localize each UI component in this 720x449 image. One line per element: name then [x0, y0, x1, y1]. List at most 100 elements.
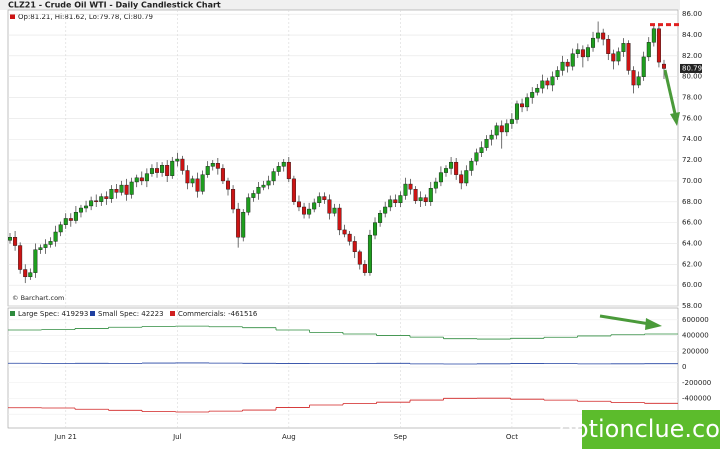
candle-body: [347, 233, 352, 242]
candle-body: [322, 196, 327, 200]
candle-body: [266, 180, 271, 186]
candle-body: [570, 53, 575, 67]
cot-y-tick-label: 0: [682, 363, 686, 371]
marks: 58.00 60.00 62.00 64.00 66.00 68.00 70.00 72.00…: [7, 10, 711, 441]
cot-panel: [7, 307, 679, 429]
info-swatch: [10, 14, 15, 19]
candle-body: [367, 234, 372, 273]
candle-body: [540, 80, 545, 89]
cot-y-tick-label: 600000: [682, 316, 709, 324]
candle-body: [499, 125, 504, 133]
candle-body: [662, 63, 667, 69]
candle-body: [393, 199, 398, 204]
candle-body: [246, 197, 251, 213]
candle-body: [403, 183, 408, 196]
x-tick-label: Aug: [282, 433, 296, 441]
candle-body: [514, 103, 519, 120]
candle-body: [464, 170, 469, 184]
candle-body: [383, 206, 388, 214]
candle-body: [18, 245, 23, 270]
candle-body: [474, 152, 479, 162]
candle-body: [550, 76, 555, 86]
cot-y-tick-label: -400000: [682, 394, 711, 402]
candle-body: [129, 181, 134, 195]
cot-y-tick-label: 400000: [682, 332, 709, 340]
candle-body: [352, 241, 357, 253]
candle-body: [646, 42, 651, 58]
candle-body: [286, 161, 291, 180]
candle-body: [580, 49, 585, 58]
candle-body: [494, 125, 499, 136]
candle-body: [408, 183, 413, 190]
candle-body: [251, 193, 256, 198]
candle-body: [489, 134, 494, 140]
candle-body: [398, 195, 403, 204]
candle-body: [190, 178, 195, 184]
candle-body: [48, 241, 53, 245]
candle-body: [388, 199, 393, 208]
candle-body: [454, 161, 459, 175]
candle-body: [626, 43, 631, 71]
candle-body: [611, 53, 616, 62]
candle-body: [312, 202, 317, 210]
candle-body: [215, 163, 220, 169]
candle-body: [160, 165, 165, 173]
candle-body: [200, 174, 205, 192]
y-tick-label: 80.00: [682, 73, 702, 81]
arrow: [599, 314, 651, 326]
legend-label: Small Spec: 42223: [98, 310, 164, 318]
candle-body: [73, 211, 78, 221]
candle-body: [23, 269, 28, 278]
candle-body: [484, 139, 489, 148]
y-tick-label: 84.00: [682, 31, 702, 39]
candle-body: [13, 237, 18, 246]
candle-body: [195, 178, 200, 192]
candle-body: [469, 160, 474, 171]
candle-body: [504, 123, 509, 133]
candle-body: [63, 218, 68, 225]
candle-body: [535, 87, 540, 93]
x-tick-label: Jun 21: [54, 433, 77, 441]
candle-body: [185, 170, 190, 184]
candle-body: [271, 171, 276, 182]
candle-body: [373, 222, 378, 236]
candle-body: [236, 208, 241, 238]
y-tick-label: 62.00: [682, 260, 702, 268]
candle-body: [444, 168, 449, 173]
candle-body: [337, 207, 342, 231]
candle-body: [525, 97, 530, 108]
candle-body: [433, 181, 438, 189]
candle-body: [124, 184, 129, 195]
candle-body: [139, 177, 144, 182]
candle-body: [134, 177, 139, 183]
candle-body: [180, 158, 185, 171]
candle-body: [155, 168, 160, 173]
candle-body: [606, 38, 611, 54]
candle-body: [530, 92, 535, 98]
candle-body: [302, 206, 307, 215]
candle-body: [413, 189, 418, 201]
candle-body: [241, 211, 246, 238]
candle-body: [109, 189, 114, 199]
candle-body: [291, 178, 296, 202]
candle-body: [317, 196, 322, 204]
candle-body: [256, 186, 261, 194]
y-tick-label: 74.00: [682, 135, 702, 143]
candle-body: [220, 168, 225, 182]
arrow-head: [670, 112, 680, 126]
y-tick-label: 64.00: [682, 239, 702, 247]
candle-body: [281, 161, 286, 167]
y-tick-label: 86.00: [682, 10, 702, 18]
x-tick-label: Jul: [172, 433, 182, 441]
candle-body: [362, 264, 367, 273]
y-tick-label: 66.00: [682, 219, 702, 227]
legend-swatch: [90, 311, 95, 316]
candle-body: [99, 196, 104, 202]
candle-body: [357, 251, 362, 265]
candle-body: [104, 196, 109, 199]
chart-title: CLZ21 - Crude Oil WTI - Daily Candlestic…: [8, 1, 221, 10]
candle-body: [68, 218, 73, 221]
candle-body: [307, 208, 312, 215]
candle-body: [342, 229, 347, 235]
candle-body: [165, 165, 170, 176]
